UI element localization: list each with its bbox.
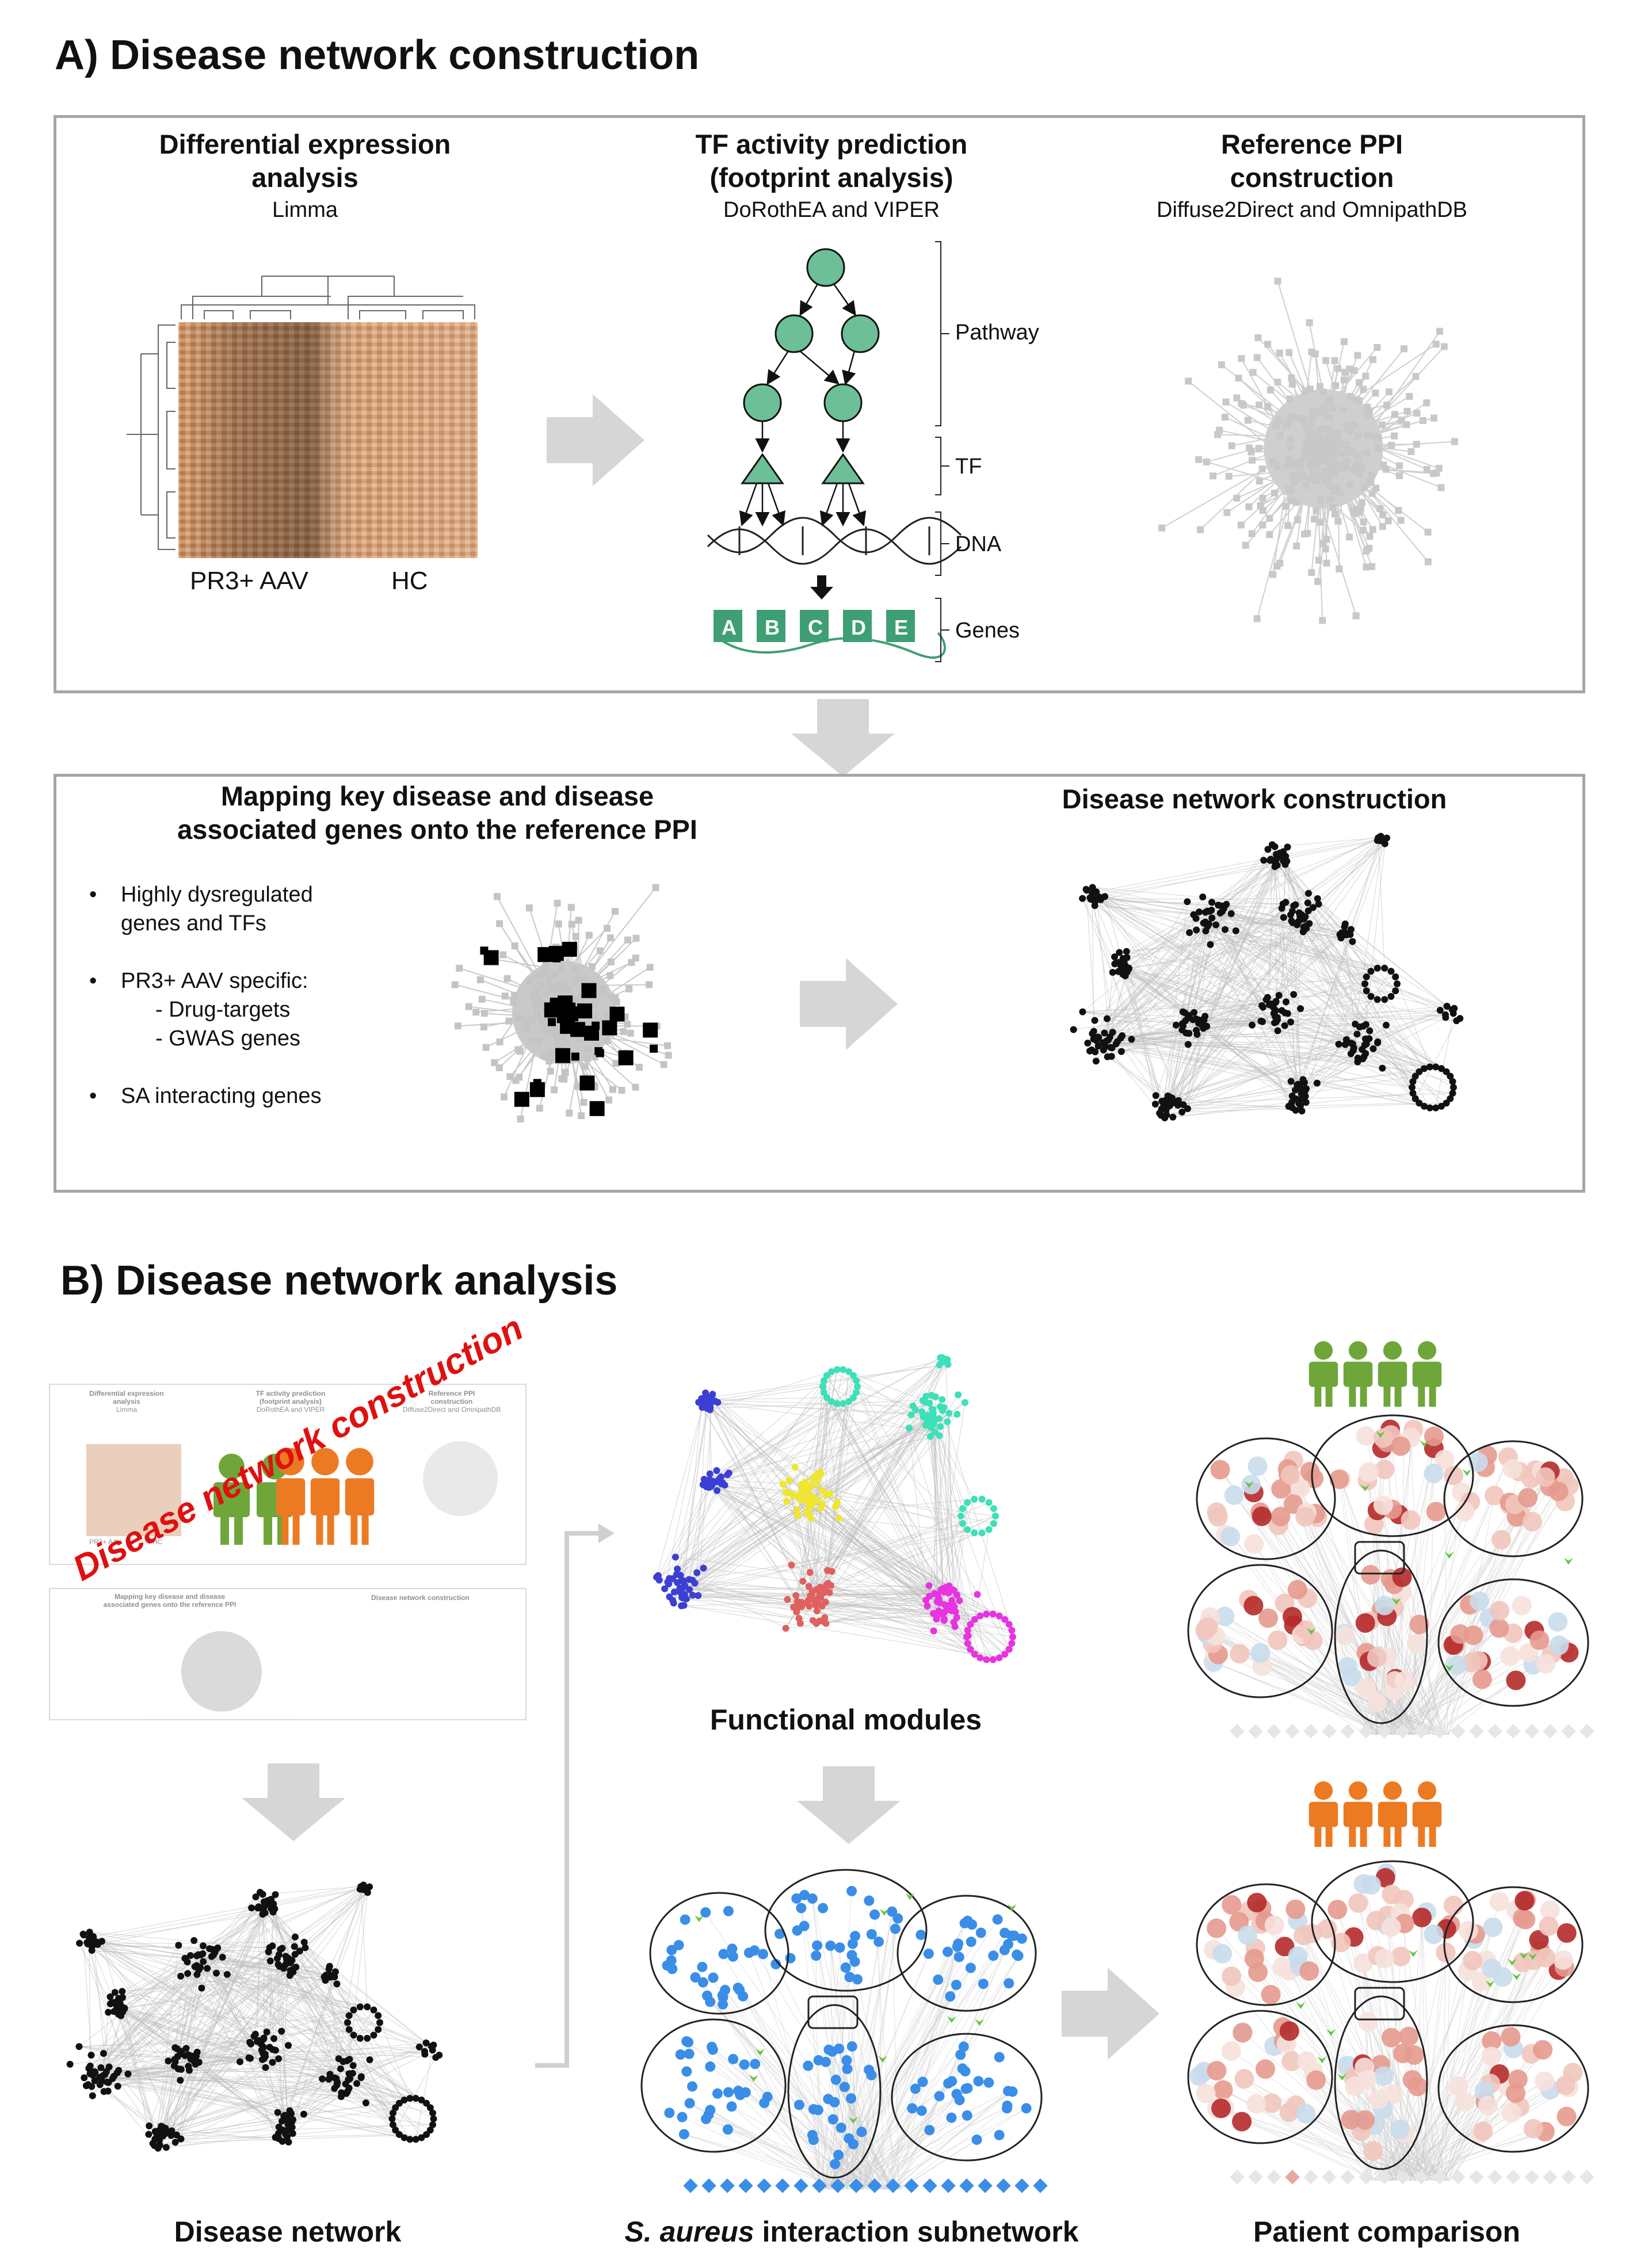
thumb-t2a: TF activity prediction	[255, 1389, 326, 1398]
section-a-title: A) Disease network construction	[55, 32, 700, 78]
patient-network-group1	[1187, 1414, 1594, 1739]
bullet-2-sub2-text: - GWAS genes	[155, 1026, 301, 1051]
thumb-t3c: Diffuse2Direct and OmnipathDB	[402, 1406, 501, 1414]
group-label-pr3: PR3+ AAV	[190, 567, 308, 595]
elbow-arrow-icon	[535, 1524, 615, 2068]
disease-network-a	[1070, 833, 1464, 1122]
mapping-title-line2: associated genes onto the reference PPI	[177, 814, 697, 845]
thumb-m3: Disease network construction	[371, 1594, 470, 1602]
thumb-t2c: DoRothEA and VIPER	[256, 1406, 325, 1414]
level-tf: TF	[955, 455, 982, 479]
bullet-1-text-2: genes and TFs	[121, 911, 266, 936]
mapping-title: Mapping key disease and disease associat…	[132, 780, 742, 846]
level-dna: DNA	[955, 532, 1002, 556]
bullet-2-sub1-text: - Drug-targets	[155, 998, 291, 1022]
level-pathway: Pathway	[955, 320, 1039, 345]
thumb-g1: PR3+ AAV	[89, 1538, 122, 1546]
arrow-down-icon	[797, 1766, 901, 1844]
tf-title: TF activity prediction (footprint analys…	[644, 128, 1018, 194]
thumb-t3b: construction	[430, 1398, 473, 1406]
heatmap	[127, 276, 478, 558]
mapping-title-line1: Mapping key disease and disease	[220, 781, 654, 811]
disease-network-b	[66, 1881, 443, 2152]
group-label-hc: HC	[391, 567, 428, 595]
arrow-down-icon	[791, 699, 895, 777]
people-group-overlay-icon	[213, 1448, 375, 1545]
caption-disease-network: Disease network	[174, 2216, 402, 2248]
caption-saureus-subnetwork: S. aureus interaction subnetwork	[610, 2215, 1093, 2248]
thumb-t1b: analysis	[113, 1398, 140, 1406]
section-b-title: B) Disease network analysis	[60, 1258, 618, 1304]
dea-title: Differential expression analysis	[104, 128, 506, 194]
bullet-3: • SA interacting genes	[89, 1082, 322, 1110]
ppi-tool: Diffuse2Direct and OmnipathDB	[1157, 198, 1467, 222]
caption-saureus-rest: interaction subnetwork	[754, 2216, 1079, 2248]
gene-a: A	[722, 616, 737, 639]
thumb-t3a: Reference PPI	[428, 1389, 475, 1398]
bullet-2-text: PR3+ AAV specific:	[121, 969, 308, 993]
bullet-1-cont: genes and TFs	[89, 909, 322, 938]
bullet-2-sub1: - Drug-targets	[89, 995, 322, 1024]
dea-tool: Limma	[272, 198, 338, 222]
caption-saureus-italic: S. aureus	[624, 2216, 754, 2248]
mapped-ppi-network	[451, 884, 672, 1122]
arrow-right-icon	[547, 394, 644, 486]
gene-e: E	[894, 616, 909, 639]
thumbnail-a: Differential expression analysis Limma T…	[49, 1384, 527, 1720]
footprint-diagram	[707, 241, 962, 662]
thumb-g2: HC	[152, 1538, 163, 1546]
thumb-t2b: (footprint analysis)	[259, 1398, 322, 1406]
dea-title-line2: analysis	[251, 162, 358, 193]
bullet-1-text: Highly dysregulated	[121, 883, 313, 907]
patient-network-group2	[1187, 1860, 1594, 2185]
ppi-title-line1: Reference PPI	[1220, 129, 1403, 159]
ppi-title: Reference PPI construction	[1128, 128, 1496, 194]
tf-title-line2: (footprint analysis)	[709, 162, 953, 193]
thumb-t1c: Limma	[116, 1406, 137, 1414]
construction-title: Disease network construction	[1062, 784, 1447, 814]
arrow-right-icon	[1062, 1968, 1159, 2060]
bullet-2-sub2: - GWAS genes	[89, 1024, 322, 1053]
people-group-green-icon	[1308, 1341, 1442, 1407]
thumb-t1a: Differential expression	[89, 1389, 164, 1398]
arrow-right-icon	[800, 958, 898, 1050]
thumb-m1: Mapping key disease and disease	[114, 1593, 226, 1601]
ppi-title-line2: construction	[1230, 162, 1394, 193]
caption-functional-modules: Functional modules	[709, 1704, 982, 1736]
level-genes: Genes	[955, 618, 1020, 643]
panel-a-bottom	[54, 774, 1585, 1193]
mapping-bullets: • Highly dysregulated genes and TFs • PR3+…	[89, 880, 322, 1110]
arrow-down-icon	[242, 1763, 345, 1841]
saureus-subnetwork	[640, 1869, 1048, 2193]
functional-modules-network	[653, 1354, 1016, 1663]
thumb-m2: associated genes onto the reference PPI	[103, 1601, 236, 1609]
caption-patient-comparison: Patient comparison	[1253, 2216, 1520, 2248]
tf-title-line1: TF activity prediction	[695, 129, 968, 159]
reference-ppi-network	[1158, 277, 1458, 624]
panel-a-top	[54, 115, 1585, 693]
bullet-2: • PR3+ AAV specific:	[89, 967, 322, 995]
bullet-3-text: SA interacting genes	[121, 1084, 322, 1108]
gene-b: B	[765, 616, 780, 639]
gene-d: D	[851, 616, 866, 639]
people-group-orange-icon	[1308, 1781, 1442, 1847]
tf-tool: DoRothEA and VIPER	[723, 198, 940, 222]
dea-title-line1: Differential expression	[159, 129, 451, 159]
gene-c: C	[808, 616, 823, 639]
bullet-1: • Highly dysregulated	[89, 880, 322, 909]
